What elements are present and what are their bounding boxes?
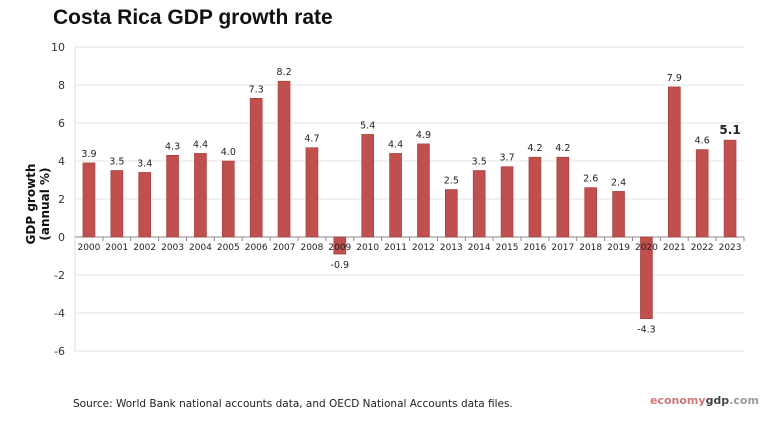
x-tick-label: 2009 [328, 243, 351, 253]
bar-2003 [166, 155, 179, 238]
bar-2006 [249, 98, 263, 238]
x-tick-label: 2011 [384, 243, 407, 253]
data-label: 8.2 [277, 67, 292, 78]
y-tick-label: 10 [51, 41, 65, 54]
bar-2015 [500, 166, 514, 238]
data-label: 5.1 [719, 123, 740, 137]
data-label: 3.9 [81, 149, 96, 160]
data-label: 4.9 [416, 130, 431, 141]
bar-2010 [361, 134, 374, 238]
bar-2005 [222, 160, 235, 238]
data-label: 2.5 [444, 176, 459, 187]
y-tick-label: 4 [58, 155, 65, 168]
x-tick-label: 2012 [412, 243, 435, 253]
y-tick-label: 6 [58, 117, 65, 130]
bar-2014 [472, 170, 486, 238]
y-tick-label: -2 [54, 269, 65, 282]
data-label: 4.4 [193, 139, 208, 150]
data-label: 4.2 [555, 143, 570, 154]
bar-2022 [695, 149, 709, 238]
bar-2001 [110, 170, 124, 238]
x-tick-label: 2017 [551, 243, 574, 253]
bar-2013 [445, 189, 458, 238]
x-tick-label: 2005 [217, 243, 240, 253]
bar-2011 [389, 153, 402, 238]
brand-part: economy [650, 394, 706, 407]
y-tick-label: 2 [58, 193, 65, 206]
bar-2000 [82, 162, 96, 238]
chart-title: Costa Rica GDP growth rate [53, 6, 333, 29]
bar-2018 [584, 187, 597, 238]
x-tick-label: 2021 [663, 243, 686, 253]
data-label: 7.3 [249, 84, 264, 95]
x-tick-label: 2016 [523, 243, 546, 253]
brand-logo: economygdp.com [650, 394, 759, 407]
x-tick-label: 2014 [468, 243, 491, 253]
bar-2021 [668, 86, 681, 238]
x-tick-label: 2022 [691, 243, 714, 253]
x-tick-label: 2008 [300, 243, 323, 253]
bar-2012 [417, 143, 430, 238]
bar-2016 [528, 156, 542, 238]
data-label: -4.3 [637, 325, 656, 336]
x-tick-label: 2004 [189, 243, 212, 253]
x-tick-label: 2015 [496, 243, 519, 253]
data-label: 3.7 [500, 153, 515, 164]
x-tick-label: 2018 [579, 243, 602, 253]
x-tick-label: 2010 [356, 243, 379, 253]
brand-part: gdp [705, 394, 730, 407]
data-label: 4.7 [304, 134, 319, 145]
bar-2004 [194, 153, 207, 238]
x-tick-label: 2001 [105, 243, 128, 253]
bar-2002 [138, 172, 151, 238]
data-label: 3.5 [472, 157, 487, 168]
x-tick-label: 2006 [245, 243, 268, 253]
bar-2017 [556, 156, 570, 238]
x-tick-label: 2019 [607, 243, 630, 253]
data-label: 4.2 [527, 143, 542, 154]
x-tick-label: 2000 [77, 243, 100, 253]
x-tick-label: 2002 [133, 243, 156, 253]
bar-2019 [612, 191, 625, 238]
x-tick-label: 2003 [161, 243, 184, 253]
brand-part: .com [729, 394, 759, 407]
data-label: 4.4 [388, 139, 403, 150]
data-label: 4.6 [695, 136, 710, 147]
data-label: -0.9 [331, 260, 350, 271]
y-tick-label: -6 [54, 345, 65, 358]
x-tick-label: 2023 [719, 243, 742, 253]
data-label: 5.4 [360, 120, 375, 131]
x-tick-label: 2020 [635, 243, 658, 253]
x-tick-label: 2013 [440, 243, 463, 253]
data-label: 3.5 [109, 157, 124, 168]
bar-2008 [305, 147, 319, 238]
data-label: 4.0 [221, 147, 236, 158]
data-label: 2.6 [583, 174, 598, 185]
data-label: 7.9 [667, 73, 682, 84]
y-tick-label: -4 [54, 307, 65, 320]
bar-2007 [277, 80, 291, 238]
data-label: 4.3 [165, 141, 180, 152]
bar-2009 [333, 236, 347, 255]
bar-2020 [640, 236, 653, 319]
data-label: 2.4 [611, 177, 626, 188]
y-tick-label: 8 [58, 79, 65, 92]
data-label: 3.4 [137, 158, 152, 169]
bar-2023 [723, 139, 737, 238]
source-note: Source: World Bank national accounts dat… [73, 398, 513, 410]
y-tick-label: 0 [58, 231, 65, 244]
x-tick-label: 2007 [273, 243, 296, 253]
